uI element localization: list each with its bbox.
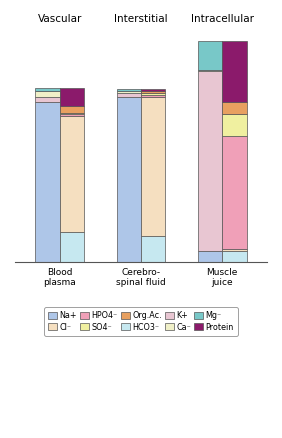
Bar bbox=[198, 70, 222, 71]
Text: Intracellular: Intracellular bbox=[191, 14, 254, 24]
Bar bbox=[141, 97, 165, 236]
Bar bbox=[222, 102, 247, 114]
Bar bbox=[117, 97, 141, 262]
Text: Interstitial: Interstitial bbox=[114, 14, 168, 24]
Legend: Na+, Cl⁻, HPO4⁻, SO4⁻, Org.Ac., HCO3⁻, K+, Ca⁻, Mg⁻, Protein: Na+, Cl⁻, HPO4⁻, SO4⁻, Org.Ac., HCO3⁻, K… bbox=[44, 307, 238, 336]
Bar bbox=[141, 89, 165, 91]
Bar bbox=[141, 95, 165, 97]
Bar bbox=[35, 88, 60, 91]
Bar bbox=[35, 97, 60, 102]
Bar bbox=[222, 249, 247, 251]
Bar bbox=[222, 136, 247, 249]
Bar bbox=[141, 93, 165, 95]
Bar bbox=[60, 113, 84, 114]
Bar bbox=[60, 106, 84, 113]
Bar bbox=[60, 232, 84, 262]
Bar bbox=[117, 93, 141, 97]
Bar bbox=[141, 91, 165, 93]
Bar bbox=[198, 251, 222, 262]
Bar bbox=[222, 114, 247, 136]
Bar bbox=[141, 236, 165, 262]
Bar bbox=[222, 41, 247, 102]
Bar bbox=[35, 102, 60, 262]
Text: Vascular: Vascular bbox=[38, 14, 82, 24]
Bar bbox=[60, 116, 84, 232]
Bar bbox=[60, 114, 84, 116]
Bar bbox=[198, 41, 222, 70]
Bar bbox=[198, 71, 222, 251]
Bar bbox=[60, 88, 84, 106]
Bar bbox=[35, 91, 60, 97]
Bar bbox=[117, 89, 141, 91]
Bar bbox=[222, 251, 247, 262]
Bar bbox=[117, 91, 141, 93]
